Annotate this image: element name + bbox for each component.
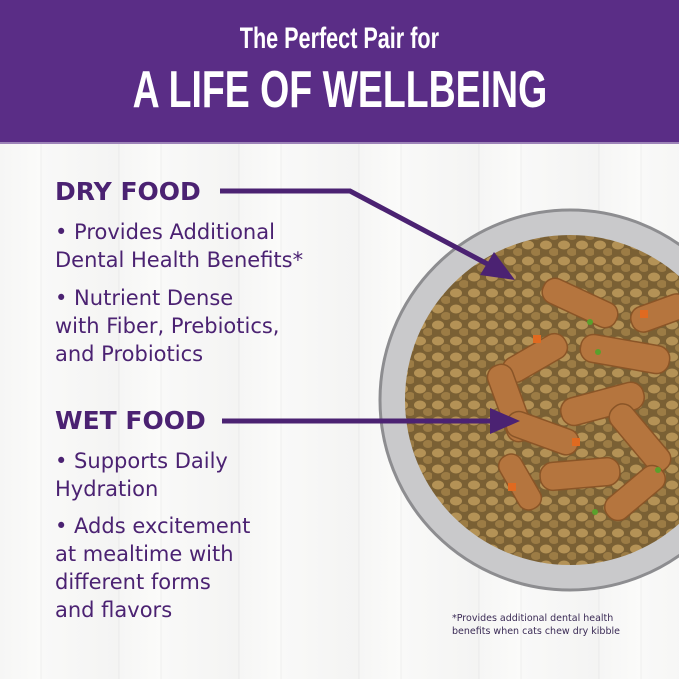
header-banner: The Perfect Pair for A LIFE OF WELLBEING — [0, 0, 679, 144]
header-title: A LIFE OF WELLBEING — [132, 61, 547, 119]
footnote: *Provides additional dental health benefi… — [452, 613, 620, 637]
dry-food-arrow — [220, 188, 497, 271]
wet-food-heading: WET FOOD — [55, 406, 206, 435]
dry-bullet-2: • Nutrient Dense with Fiber, Prebiotics, a… — [55, 286, 280, 366]
header-subtitle: The Perfect Pair for — [239, 22, 440, 55]
wet-food-chunks — [486, 277, 679, 522]
wet-arrow-head — [490, 408, 520, 434]
dry-bullet-1: • Provides Additional Dental Health Benef… — [55, 220, 304, 272]
dry-arrow-head — [480, 252, 515, 280]
wet-bullet-1: • Supports Daily Hydration — [55, 449, 228, 501]
dry-food-heading: DRY FOOD — [55, 177, 201, 206]
veggie-bits — [508, 310, 661, 515]
wet-bullet-2: • Adds excitement at mealtime with differe… — [55, 514, 251, 622]
